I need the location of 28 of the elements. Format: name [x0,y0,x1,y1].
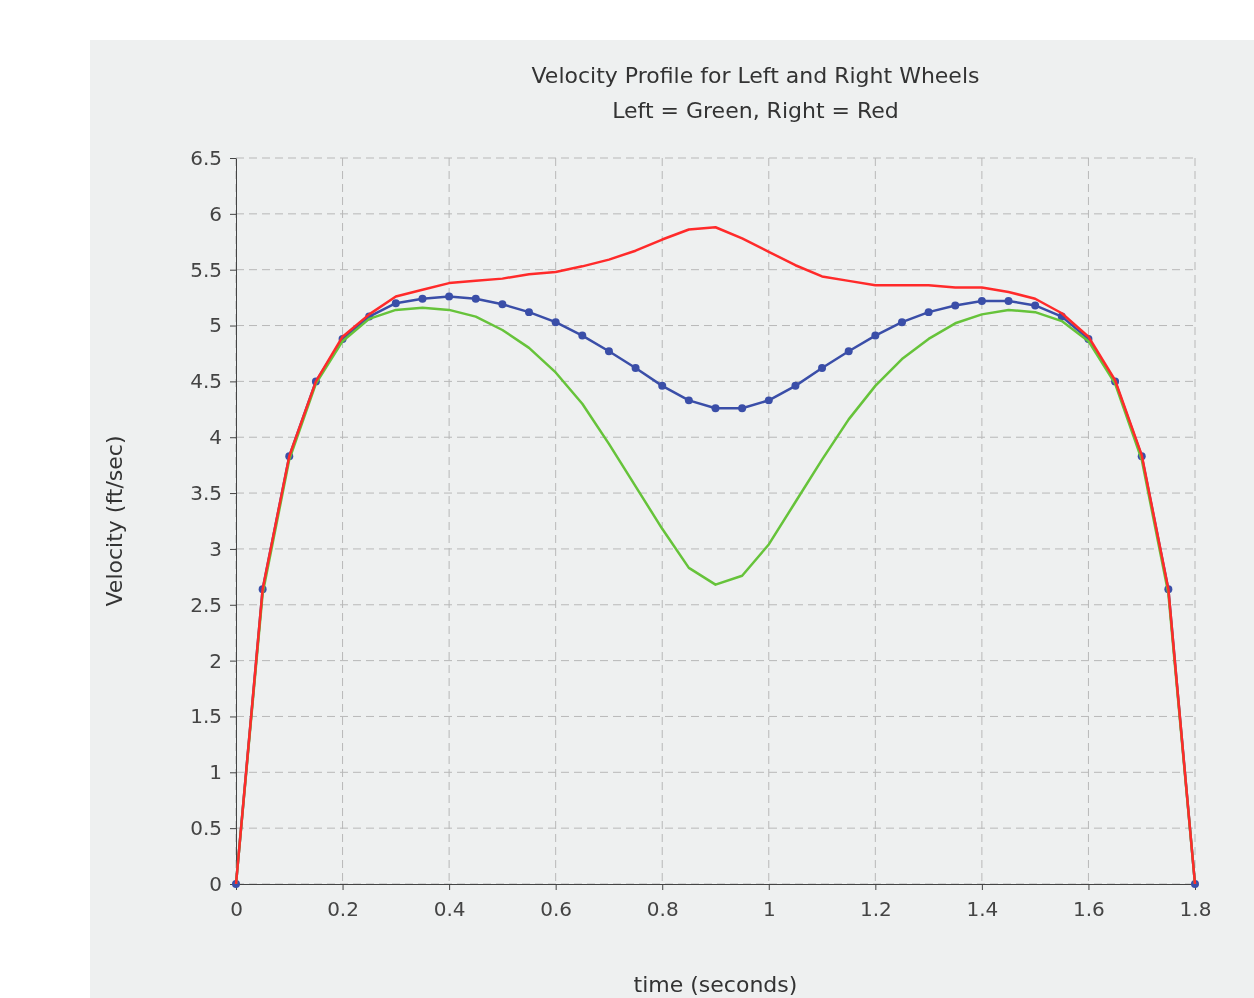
y-tick-label: 5.5 [190,257,222,282]
x-tick-label: 1 [762,897,776,922]
y-tick-label: 1 [209,760,222,785]
y-tick-label: 6.5 [190,145,222,170]
x-tick-label: 1.8 [1179,897,1212,922]
x-tick-label: 1.6 [1073,897,1105,922]
x-axis-title: time (seconds) [633,972,798,997]
y-tick-label: 2 [209,648,222,673]
y-tick-label: 4.5 [190,369,222,394]
x-tick-label: 0.2 [327,897,359,922]
x-tick-label: 0 [230,897,243,922]
y-tick-label: 2.5 [190,592,222,617]
y-tick-label: 1.5 [190,704,222,729]
y-tick-label: 0 [209,871,222,896]
y-axis-title: Velocity (ft/sec) [102,435,127,607]
x-tick-label: 1.2 [859,897,892,922]
x-tick-label: 0.8 [646,897,679,922]
y-tick-label: 3 [209,536,222,561]
chart-subtitle: Left = Green, Right = Red [612,98,899,123]
chart-title: Velocity Profile for Left and Right Wheels [531,63,980,88]
x-tick-label: 0.6 [540,897,573,922]
y-tick-label: 5 [209,313,222,338]
y-tick-label: 6 [209,201,222,226]
x-tick-label: 0.4 [433,897,466,922]
x-tick-label: 1.4 [966,897,999,922]
y-tick-label: 0.5 [190,816,222,841]
y-tick-label: 3.5 [190,480,222,505]
y-tick-label: 4 [209,425,222,450]
